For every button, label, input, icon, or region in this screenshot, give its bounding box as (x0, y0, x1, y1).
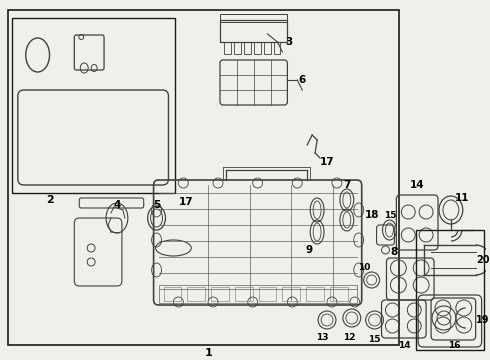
Bar (211, 287, 229, 301)
Text: 13: 13 (316, 333, 328, 342)
Bar (234, 42, 241, 54)
Bar (273, 42, 280, 54)
Text: 12: 12 (343, 333, 355, 342)
Text: 18: 18 (365, 210, 379, 220)
Text: 2: 2 (46, 195, 53, 205)
Text: 19: 19 (476, 315, 490, 325)
Bar (235, 287, 253, 301)
Bar (220, 14, 287, 22)
Bar (164, 287, 181, 301)
Bar (259, 287, 276, 301)
Text: 17: 17 (319, 157, 334, 167)
Text: 15: 15 (384, 211, 397, 220)
Text: 10: 10 (359, 264, 371, 273)
Text: 1: 1 (204, 348, 212, 358)
Bar (8, 10, 399, 345)
Text: 14: 14 (398, 341, 411, 350)
Bar (12, 18, 175, 193)
Text: 6: 6 (298, 75, 306, 85)
Bar (220, 20, 287, 42)
Bar (159, 285, 357, 303)
Text: 20: 20 (476, 255, 490, 265)
Text: 16: 16 (447, 341, 460, 350)
Bar (224, 42, 231, 54)
Bar (306, 287, 324, 301)
Bar (254, 42, 261, 54)
Text: 14: 14 (410, 180, 424, 190)
Text: 3: 3 (286, 37, 293, 47)
Text: 4: 4 (113, 200, 121, 210)
Text: 8: 8 (391, 247, 398, 257)
Bar (330, 287, 348, 301)
Text: 7: 7 (343, 180, 350, 190)
Text: 9: 9 (306, 245, 313, 255)
Bar (244, 42, 251, 54)
Text: 15: 15 (368, 336, 381, 345)
Text: 17: 17 (179, 197, 194, 207)
Text: 5: 5 (153, 200, 160, 210)
Bar (264, 42, 270, 54)
Bar (187, 287, 205, 301)
Bar (416, 230, 484, 350)
Text: 11: 11 (455, 193, 469, 203)
Bar (282, 287, 300, 301)
